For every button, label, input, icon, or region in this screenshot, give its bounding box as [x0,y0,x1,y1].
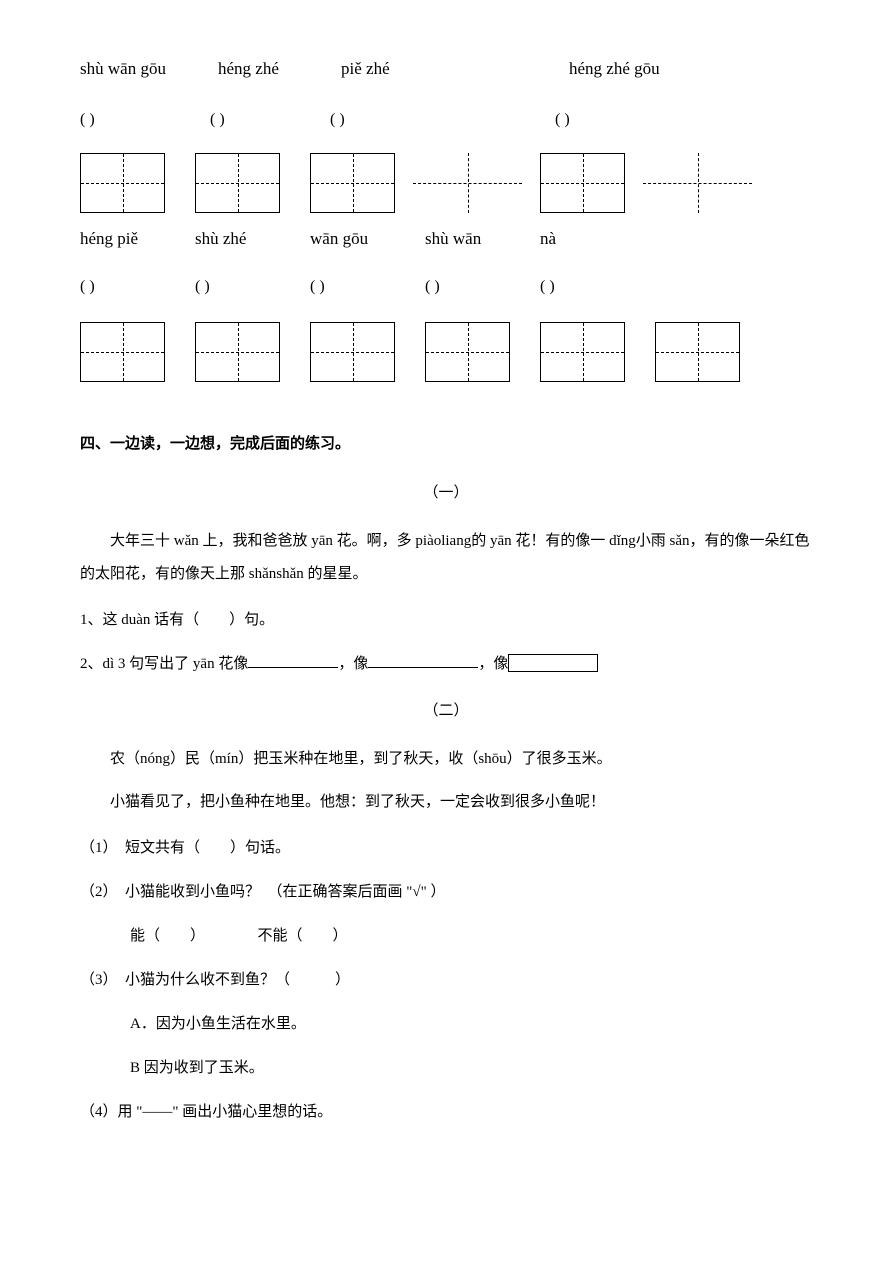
pinyin-label: héng piě [80,225,195,252]
blank-paren: ( ) [80,274,195,300]
passage-1-text: 大年三十 wǎn 上，我和爸爸放 yān 花。啊，多 piàoliang的 yā… [80,525,812,591]
blank-paren: ( ) [195,274,310,300]
writing-grid-box [310,322,395,382]
writing-grid-box [655,322,740,382]
pinyin-label: shù zhé [195,225,310,252]
passage-2-q1: （1） 短文共有（ ）句话。 [80,833,812,863]
q2-prefix: 2、dì 3 句写出了 yān 花像 [80,656,248,672]
passage-2-line1: 农（nóng）民（mín）把玉米种在地里，到了秋天，收（shōu）了很多玉米。 [80,743,812,776]
pinyin-label: héng zhé [218,55,333,82]
passage-1-q1: 1、这 duàn 话有（ ）句。 [80,605,812,635]
blank-paren: ( ) [555,107,570,133]
writing-grid-box [195,322,280,382]
writing-grid-box [80,153,165,213]
blank-paren: ( ) [210,107,330,133]
writing-grid-box [80,322,165,382]
pinyin-row-2: héng piě shù zhé wān gōu shù wān nà [80,225,812,252]
writing-grid-box [425,153,510,213]
passage-2-q3-a: A．因为小鱼生活在水里。 [80,1009,812,1039]
pinyin-label: piě zhé [341,55,561,82]
pinyin-label: wān gōu [310,225,425,252]
writing-grid-box [655,153,740,213]
grid-row-1 [80,153,812,213]
passage-2-q3: （3） 小猫为什么收不到鱼？（ ） [80,965,812,995]
paren-row-2: ( ) ( ) ( ) ( ) ( ) [80,274,812,300]
section-4-heading: 四、一边读，一边想，完成后面的练习。 [80,432,812,456]
passage-2-q3-b: B 因为收到了玉米。 [80,1053,812,1083]
blank-paren: ( ) [330,107,555,133]
pinyin-label: shù wān [425,225,540,252]
passage-2-title: （二） [80,699,812,723]
blank-underline [368,653,478,668]
blank-box [508,654,598,672]
q2-sep: ，像 [478,656,508,672]
passage-1-q2: 2、dì 3 句写出了 yān 花像 ，像 ，像 [80,649,812,679]
writing-grid-box [195,153,280,213]
blank-underline [248,653,338,668]
pinyin-label: héng zhé gōu [569,55,660,82]
pinyin-label: shù wān gōu [80,55,210,82]
passage-2-q2-options: 能（ ） 不能（ ） [80,921,812,951]
blank-paren: ( ) [540,274,555,300]
passage-2-q4: （4）用 "——" 画出小猫心里想的话。 [80,1097,812,1127]
blank-paren: ( ) [80,107,210,133]
q2-sep: ，像 [338,656,368,672]
passage-1-title: （一） [80,481,812,505]
blank-paren: ( ) [310,274,425,300]
passage-2-q2: （2） 小猫能收到小鱼吗？ （在正确答案后面画 "√" ） [80,877,812,907]
writing-grid-box [540,322,625,382]
writing-grid-box [540,153,625,213]
paren-row-1: ( ) ( ) ( ) ( ) [80,107,812,133]
grid-row-2 [80,322,812,382]
writing-grid-box [425,322,510,382]
writing-grid-box [310,153,395,213]
pinyin-row-1: shù wān gōu héng zhé piě zhé héng zhé gō… [80,55,812,82]
pinyin-label: nà [540,225,556,252]
passage-2-line2: 小猫看见了，把小鱼种在地里。他想：到了秋天，一定会收到很多小鱼呢！ [80,786,812,819]
blank-paren: ( ) [425,274,540,300]
